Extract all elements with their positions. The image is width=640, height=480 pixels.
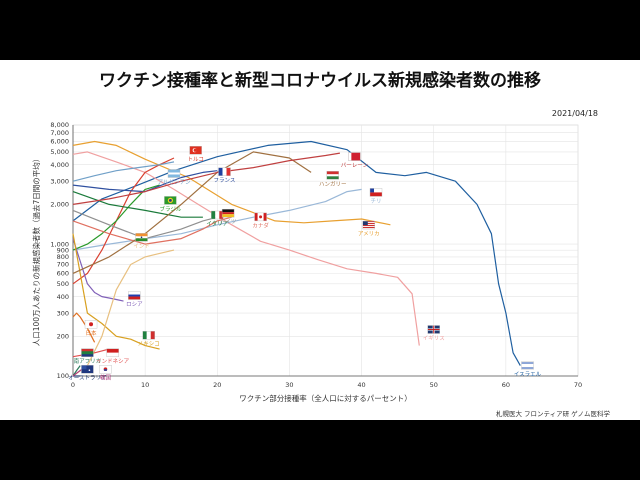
chart: 1002003004005006007008009001,0002,0003,0… bbox=[31, 121, 582, 403]
brazil-flag-icon bbox=[164, 196, 177, 205]
indonesia-flag-icon bbox=[106, 348, 119, 357]
argentina-flag-icon bbox=[167, 169, 181, 178]
hungary-flag-icon bbox=[326, 171, 339, 180]
series-line bbox=[72, 151, 312, 274]
country-label: アメリカ bbox=[358, 231, 380, 238]
series-line bbox=[72, 233, 160, 350]
country-label: チリ bbox=[370, 198, 381, 205]
x-tick-label: 60 bbox=[502, 381, 510, 389]
country-label: 南アフリカ bbox=[74, 357, 102, 365]
y-tick-label: 400 bbox=[57, 293, 69, 301]
series-line bbox=[72, 184, 160, 251]
x-tick-label: 40 bbox=[357, 381, 365, 389]
country-label: 韓国 bbox=[100, 374, 112, 382]
germany-flag-icon bbox=[221, 208, 235, 218]
y-tick-label: 3,000 bbox=[50, 177, 69, 185]
x-tick-label: 70 bbox=[574, 381, 582, 389]
y-tick-label: 2,000 bbox=[50, 201, 69, 209]
country-label: オーストラリア bbox=[68, 375, 107, 382]
country-label: インドネシア bbox=[96, 358, 130, 365]
country-label: イスラエル bbox=[514, 371, 542, 378]
canada-flag-icon bbox=[254, 212, 267, 222]
slide: ワクチン接種率と新型コロナウイルス新規感染者数の推移 2021/04/18 10… bbox=[0, 60, 640, 420]
country-label: ハンガリー bbox=[319, 180, 347, 188]
country-label: トルコ bbox=[187, 156, 203, 163]
y-tick-label: 6,000 bbox=[50, 138, 69, 146]
y-axis-label: 人口100万人あたりの新規感染者数（過去7日間の平均） bbox=[31, 155, 41, 347]
israel-flag-icon bbox=[521, 361, 534, 370]
y-tick-label: 8,000 bbox=[50, 121, 69, 129]
usa-flag-icon bbox=[362, 220, 375, 230]
australia-flag-icon bbox=[81, 365, 94, 374]
x-tick-label: 0 bbox=[71, 381, 75, 389]
country-label: フランス bbox=[214, 177, 236, 184]
y-tick-label: 100 bbox=[57, 372, 69, 380]
y-tick-label: 300 bbox=[57, 309, 69, 317]
y-tick-label: 500 bbox=[57, 280, 69, 288]
series-line bbox=[72, 161, 175, 182]
country-label: バーレーン bbox=[341, 162, 369, 169]
country-label: イタリア bbox=[206, 220, 228, 228]
italy-flag-icon bbox=[211, 210, 224, 220]
series-line bbox=[72, 170, 218, 193]
country-label: カナダ bbox=[252, 221, 269, 229]
series-line bbox=[72, 238, 124, 302]
country-label: ドイツ bbox=[220, 220, 237, 226]
series-line bbox=[72, 209, 218, 240]
india-flag-icon bbox=[135, 233, 148, 242]
country-label: ブラジル bbox=[159, 205, 181, 213]
x-tick-label: 30 bbox=[285, 381, 293, 389]
russia-flag-icon bbox=[128, 291, 141, 300]
y-tick-label: 800 bbox=[57, 253, 69, 261]
y-tick-label: 4,000 bbox=[50, 161, 69, 169]
x-tick-label: 20 bbox=[213, 381, 221, 389]
series-line bbox=[72, 188, 362, 251]
japan-flag-icon bbox=[84, 320, 98, 329]
y-tick-label: 5,000 bbox=[50, 148, 69, 156]
y-tick-label: 700 bbox=[57, 261, 69, 269]
country-label: アルゼンチン bbox=[158, 178, 191, 186]
x-tick-label: 10 bbox=[141, 381, 149, 389]
country-label: イギリス bbox=[423, 335, 445, 342]
series-line bbox=[72, 365, 81, 377]
uk-flag-icon bbox=[427, 325, 440, 334]
france-flag-icon bbox=[218, 167, 231, 176]
y-tick-label: 200 bbox=[57, 332, 69, 340]
series-line bbox=[72, 152, 340, 205]
x-axis-label: ワクチン部分接種率（全人口に対するパーセント） bbox=[239, 393, 412, 403]
chart-title: ワクチン接種率と新型コロナウイルス新規感染者数の推移 bbox=[99, 71, 541, 91]
bahrain-flag-icon bbox=[348, 152, 361, 161]
x-tick-label: 50 bbox=[430, 381, 438, 389]
series-line bbox=[72, 216, 232, 245]
series-line bbox=[72, 348, 110, 358]
mexico-flag-icon bbox=[142, 331, 155, 340]
date-label: 2021/04/18 bbox=[551, 109, 598, 118]
series-line bbox=[72, 151, 420, 346]
credit-label: 札幌医大 フロンティア研 ゲノム医科学 bbox=[495, 410, 610, 418]
country-label: 日本 bbox=[86, 329, 98, 337]
country-label: インド bbox=[133, 244, 150, 250]
chile-flag-icon bbox=[369, 188, 383, 197]
turkey-flag-icon bbox=[189, 146, 202, 155]
y-tick-label: 900 bbox=[57, 246, 69, 254]
series-line bbox=[72, 249, 175, 377]
y-tick-label: 7,000 bbox=[50, 129, 69, 137]
y-tick-label: 1,000 bbox=[50, 240, 69, 248]
korea-flag-icon bbox=[99, 365, 112, 374]
series-line bbox=[72, 140, 391, 226]
y-tick-label: 600 bbox=[57, 270, 69, 278]
southafrica-flag-icon bbox=[81, 348, 94, 357]
country-label: ロシア bbox=[126, 301, 143, 308]
country-label: メキシコ bbox=[138, 341, 160, 348]
series-line bbox=[72, 312, 96, 343]
